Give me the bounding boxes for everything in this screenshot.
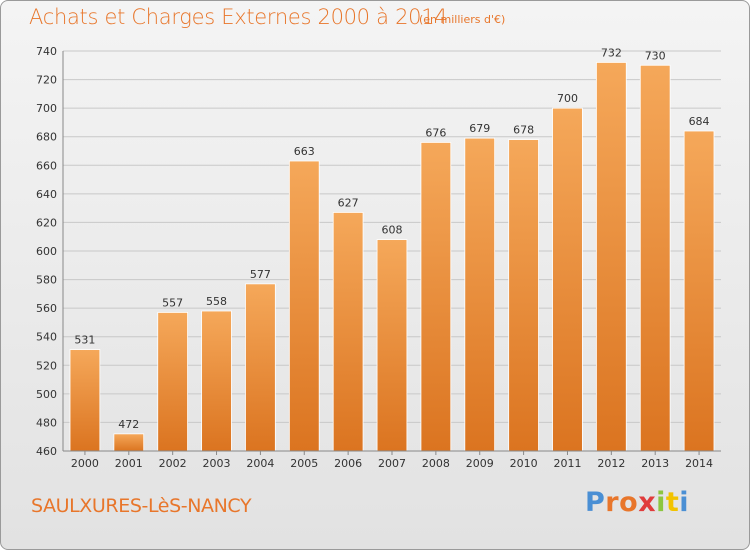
x-tick-label: 2009 [466, 457, 494, 470]
bar-2011 [552, 107, 583, 452]
x-tick-label: 2013 [641, 457, 669, 470]
x-tick-label: 2005 [290, 457, 318, 470]
logo-letter: P [585, 487, 606, 518]
proxiti-logo: Proxiti [585, 487, 689, 518]
bar-2004 [245, 283, 276, 452]
bar-2008 [420, 142, 452, 452]
bar-2001 [113, 433, 145, 452]
y-tick-label: 460 [36, 445, 57, 458]
logo-letter: t [665, 487, 680, 518]
data-label: 557 [162, 296, 183, 309]
data-label: 472 [118, 418, 139, 431]
bar-2014 [683, 130, 715, 452]
y-tick-label: 560 [36, 302, 57, 315]
y-tick-label: 600 [36, 245, 57, 258]
data-label: 608 [382, 224, 403, 237]
data-label: 663 [294, 145, 315, 158]
bar-2009 [464, 137, 496, 452]
x-tick-label: 2006 [334, 457, 362, 470]
x-tick-label: 2012 [597, 457, 625, 470]
y-tick-label: 500 [36, 388, 57, 401]
bar-2006 [332, 212, 364, 452]
data-label: 558 [206, 295, 227, 308]
chart-title: Achats et Charges Externes 2000 à 2014 [29, 5, 448, 29]
x-tick-label: 2010 [510, 457, 538, 470]
chart-subtitle: (en milliers d'€) [419, 13, 506, 26]
x-tick-label: 2002 [159, 457, 187, 470]
data-label: 730 [645, 49, 666, 62]
y-tick-label: 480 [36, 416, 57, 429]
y-tick-label: 520 [36, 359, 57, 372]
y-tick-label: 620 [36, 216, 57, 229]
logo-letter: o [619, 487, 639, 518]
y-tick-label: 660 [36, 159, 57, 172]
bar-2002 [157, 312, 188, 452]
data-label: 627 [338, 196, 359, 209]
y-tick-label: 580 [36, 274, 57, 287]
x-tick-label: 2008 [422, 457, 450, 470]
y-tick-label: 720 [36, 74, 57, 87]
bar-2010 [508, 139, 539, 452]
bar-2012 [596, 62, 627, 452]
bar-2000 [69, 349, 101, 452]
logo-letter: x [638, 487, 657, 518]
commune-name: SAULXURES-LèS-NANCY [31, 495, 252, 517]
x-tick-label: 2014 [685, 457, 713, 470]
logo-letter: r [605, 487, 620, 518]
x-tick-label: 2011 [553, 457, 581, 470]
bar-2013 [639, 64, 671, 452]
data-label: 678 [513, 124, 534, 137]
data-label: 679 [469, 122, 490, 135]
x-tick-label: 2004 [246, 457, 274, 470]
y-axis-ticks: 460 480 500 520 540 560 580 600 620 640 660 680 700 7… [36, 45, 57, 458]
y-tick-label: 680 [36, 131, 57, 144]
bar-2007 [376, 239, 408, 452]
data-label: 732 [601, 46, 622, 59]
data-labels: 531 472 557 558 577 663 627 608 676 679 678 700 732 7… [74, 46, 709, 430]
data-label: 700 [557, 92, 578, 105]
logo-letter: i [656, 487, 666, 518]
bars [69, 62, 715, 452]
y-tick-label: 700 [36, 102, 57, 115]
x-tick-label: 2007 [378, 457, 406, 470]
x-tick-label: 2000 [71, 457, 99, 470]
data-label: 676 [425, 126, 446, 139]
x-axis-ticks: 2000 2001 2002 2003 2004 2005 2006 2007 2008 2009… [71, 451, 713, 470]
data-label: 577 [250, 268, 271, 281]
bar-2005 [288, 160, 320, 452]
y-tick-label: 640 [36, 188, 57, 201]
bar-2003 [201, 310, 232, 452]
x-tick-label: 2003 [203, 457, 231, 470]
logo-letter: i [679, 487, 690, 518]
data-label: 684 [689, 115, 710, 128]
data-label: 531 [74, 334, 95, 347]
x-tick-label: 2001 [115, 457, 143, 470]
y-tick-label: 540 [36, 331, 57, 344]
y-tick-label: 740 [36, 45, 57, 58]
